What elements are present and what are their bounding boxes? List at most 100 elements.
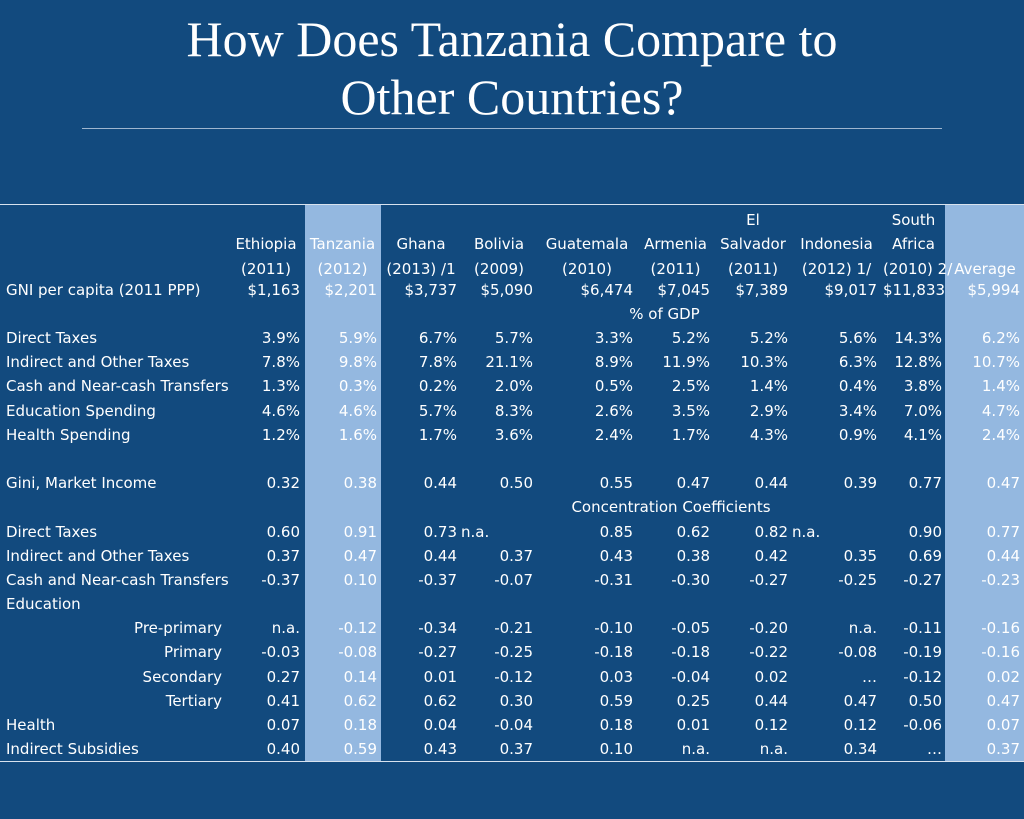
value-cell: 10.3% (740, 353, 788, 372)
value-cell: 6.3% (838, 353, 877, 372)
header-row: (2011) (2012) (2013) /1 (2009) (2010) (2011) (… (0, 253, 1024, 278)
value-cell: $11,833 (883, 280, 946, 299)
column-header: (2013) /1 (386, 259, 456, 278)
value-cell: $9,017 (824, 280, 878, 299)
column-header (637, 205, 714, 229)
value-cell: $1,163 (247, 280, 301, 299)
span-pad (228, 302, 537, 326)
value-cell: 3.8% (903, 377, 942, 396)
span-pad (228, 495, 461, 519)
value-cell: 0.04 (423, 716, 457, 735)
row-label: Indirect and Other Taxes (6, 353, 190, 372)
education-row: Pre-primary n.a. -0.12 -0.34 -0.21 -0.10 -0.05… (0, 616, 1024, 640)
value-cell: -0.04 (671, 667, 710, 686)
value-cell: 0.90 (908, 522, 942, 541)
value-cell: -0.16 (981, 643, 1020, 662)
row-label: Direct Taxes (6, 522, 98, 541)
value-cell: 0.91 (343, 522, 377, 541)
value-cell: 0.38 (676, 546, 710, 565)
value-cell: 11.9% (662, 353, 710, 372)
value-cell: -0.37 (418, 570, 457, 589)
empty-cell (228, 592, 304, 616)
empty-cell (714, 592, 792, 616)
value-cell: 7.8% (261, 353, 300, 372)
row-label: GNI per capita (2011 PPP) (6, 280, 201, 299)
value-cell: 0.39 (843, 474, 877, 493)
value-cell: 3.9% (261, 329, 300, 348)
value-cell: -0.07 (494, 570, 533, 589)
value-cell: 0.50 (499, 474, 533, 493)
value-cell: n.a. (792, 522, 821, 541)
value-cell: 0.12 (843, 716, 877, 735)
column-header (792, 205, 881, 229)
row-label: Direct Taxes (6, 329, 98, 348)
value-cell: 1.4% (749, 377, 788, 396)
value-cell: 3.3% (594, 329, 633, 348)
value-cell: -0.27 (749, 570, 788, 589)
column-header: Bolivia (473, 235, 525, 254)
value-cell: n.a. (461, 522, 490, 541)
value-cell: -0.22 (749, 643, 788, 662)
row-label: Tertiary (165, 691, 222, 710)
row-label: Cash and Near-cash Transfers (6, 377, 229, 396)
column-header: (2012) 1/ (801, 259, 872, 278)
value-cell: 0.14 (343, 667, 377, 686)
value-cell: $5,090 (480, 280, 534, 299)
value-cell: 1.6% (338, 425, 377, 444)
value-cell: $6,474 (580, 280, 634, 299)
value-cell: 0.2% (418, 377, 457, 396)
value-cell: 0.18 (599, 716, 633, 735)
value-cell: 0.44 (754, 474, 788, 493)
value-cell: -0.12 (338, 619, 377, 638)
value-cell: 2.4% (594, 425, 633, 444)
value-cell: 21.1% (485, 353, 533, 372)
value-cell: 0.44 (754, 691, 788, 710)
value-cell: 5.2% (749, 329, 788, 348)
value-cell: 0.30 (499, 691, 533, 710)
tanzania-highlight-column (305, 205, 381, 762)
gdp-row: Cash and Near-cash Transfers 1.3% 0.3% 0.2%… (0, 374, 1024, 398)
value-cell: 0.47 (986, 691, 1020, 710)
column-header: (2010) (562, 259, 612, 278)
spacer-cell (0, 447, 1024, 471)
row-label: Health Spending (6, 425, 131, 444)
value-cell: 0.85 (599, 522, 633, 541)
value-cell: 5.2% (671, 329, 710, 348)
value-cell: 0.62 (423, 691, 457, 710)
education-row: Tertiary 0.41 0.62 0.62 0.30 0.59 0.25 0.44 0.47… (0, 689, 1024, 713)
value-cell: 0.77 (986, 522, 1020, 541)
cc-row: Indirect Subsidies 0.40 0.59 0.43 0.37 0.10 n.… (0, 737, 1024, 761)
value-cell: 7.8% (418, 353, 457, 372)
value-cell: 0.12 (754, 716, 788, 735)
slide-title: How Does Tanzania Compare to Other Count… (0, 10, 1024, 126)
value-cell: 0.47 (343, 546, 377, 565)
value-cell: -0.27 (903, 570, 942, 589)
gdp-row: Indirect and Other Taxes 7.8% 9.8% 7.8% 21.1… (0, 350, 1024, 374)
value-cell: 9.8% (338, 353, 377, 372)
value-cell: 7.0% (903, 401, 942, 420)
value-cell: 0.32 (266, 474, 300, 493)
value-cell: 3.4% (838, 401, 877, 420)
value-cell: 0.10 (343, 570, 377, 589)
value-cell: 0.43 (423, 740, 457, 759)
value-cell: 0.34 (843, 740, 877, 759)
value-cell: n.a. (681, 740, 710, 759)
empty-cell (637, 592, 714, 616)
value-cell: 3.5% (671, 401, 710, 420)
value-cell: 0.42 (754, 546, 788, 565)
value-cell: -0.27 (418, 643, 457, 662)
row-label: Education Spending (6, 401, 156, 420)
value-cell: 0.5% (594, 377, 633, 396)
column-header: Africa (892, 235, 935, 254)
value-cell: -0.23 (981, 570, 1020, 589)
value-cell: 0.44 (986, 546, 1020, 565)
column-header: (2012) (317, 259, 368, 278)
value-cell: -0.12 (903, 667, 942, 686)
value-cell: -0.25 (838, 570, 877, 589)
value-cell: 0.07 (266, 716, 300, 735)
education-row: Secondary 0.27 0.14 0.01 -0.12 0.03 -0.04 0.02 …… (0, 665, 1024, 689)
value-cell: $3,737 (404, 280, 458, 299)
value-cell: 0.35 (843, 546, 877, 565)
value-cell: 0.37 (266, 546, 300, 565)
value-cell: 0.50 (908, 691, 942, 710)
